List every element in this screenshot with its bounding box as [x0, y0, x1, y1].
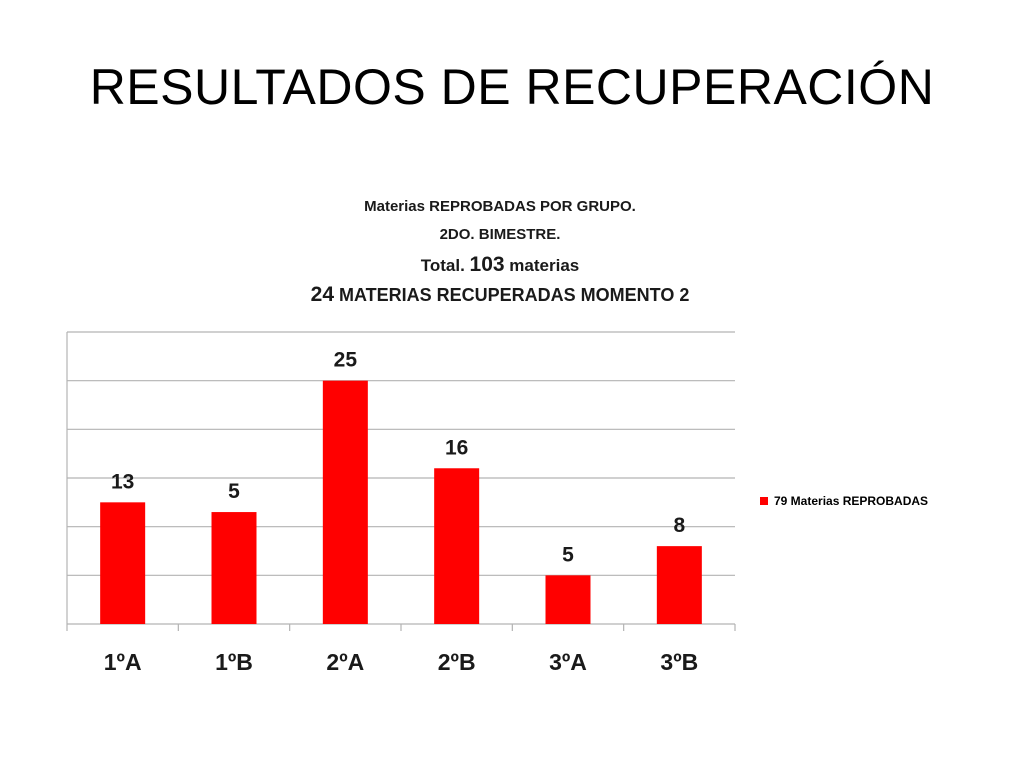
- x-tick-label: 2ºB: [438, 649, 476, 675]
- bar: [211, 512, 257, 624]
- chart-title-line3: Total. 103 materias: [200, 252, 800, 279]
- x-tick-label: 3ºA: [549, 649, 587, 675]
- chart-legend: 79 Materias REPROBADAS: [760, 494, 928, 508]
- x-tick-label: 2ºA: [326, 649, 364, 675]
- bar: [100, 502, 146, 624]
- x-tick-label: 1ºB: [215, 649, 253, 675]
- chart-title-line1: Materias REPROBADAS POR GRUPO.: [364, 198, 636, 215]
- legend-swatch: [760, 497, 768, 505]
- data-label: 16: [445, 436, 468, 459]
- slide-title: RESULTADOS DE RECUPERACIÓN: [89, 59, 935, 115]
- data-label: 5: [562, 543, 574, 566]
- bar: [322, 380, 368, 624]
- legend-label: 79 Materias REPROBADAS: [774, 494, 929, 508]
- chart-title-line2: 2DO. BIMESTRE.: [439, 226, 561, 243]
- x-tick-label: 1ºA: [104, 649, 142, 675]
- data-label: 8: [673, 514, 685, 537]
- recovered-number: 24: [310, 283, 334, 306]
- total-number: 103: [469, 253, 505, 276]
- total-prefix: Total.: [420, 256, 470, 275]
- data-label: 5: [228, 480, 240, 503]
- data-label: 13: [111, 470, 134, 493]
- chart-title-line4: 24 MATERIAS RECUPERADAS MOMENTO 2: [200, 281, 800, 309]
- bar: [545, 575, 591, 624]
- bar: [656, 546, 702, 624]
- total-suffix: materias: [504, 256, 580, 275]
- bar: [434, 468, 480, 624]
- recovered-suffix: MATERIAS RECUPERADAS MOMENTO 2: [334, 285, 690, 305]
- chart-title-block: Materias REPROBADAS POR GRUPO. 2DO. BIME…: [200, 196, 800, 309]
- data-label: 25: [334, 349, 358, 372]
- x-tick-label: 3ºB: [660, 649, 698, 675]
